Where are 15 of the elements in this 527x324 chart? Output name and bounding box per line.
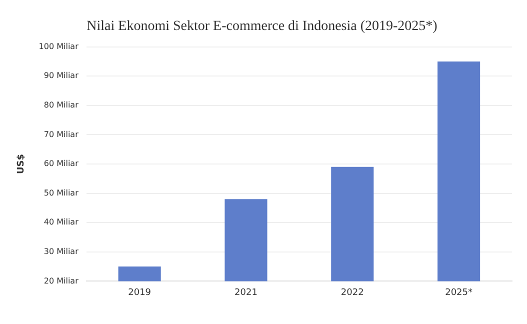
x-tick-label: 2019 bbox=[128, 288, 152, 298]
y-tick-label: 90 Miliar bbox=[44, 71, 80, 80]
y-tick-label: 20 Miliar bbox=[44, 276, 80, 286]
chart-title: Nilai Ekonomi Sektor E-commerce di Indonesia (2019-2025*) bbox=[86, 19, 438, 34]
x-tick-label: 2022 bbox=[340, 288, 364, 298]
y-tick-label: 60 Miliar bbox=[44, 159, 80, 168]
y-tick-label: 40 Miliar bbox=[44, 218, 80, 227]
x-tick-label: 2021 bbox=[234, 288, 258, 298]
y-tick-label: 80 Miliar bbox=[44, 100, 80, 110]
y-tick-label: 70 Miliar bbox=[44, 130, 80, 139]
x-tick-label: 2025* bbox=[445, 288, 473, 298]
y-tick-label: 100 Miliar bbox=[38, 42, 80, 51]
y-axis-title: US$ bbox=[16, 154, 27, 174]
y-tick-label: 30 Miliar bbox=[44, 246, 80, 256]
y-tick-label: 50 Miliar bbox=[44, 188, 80, 198]
